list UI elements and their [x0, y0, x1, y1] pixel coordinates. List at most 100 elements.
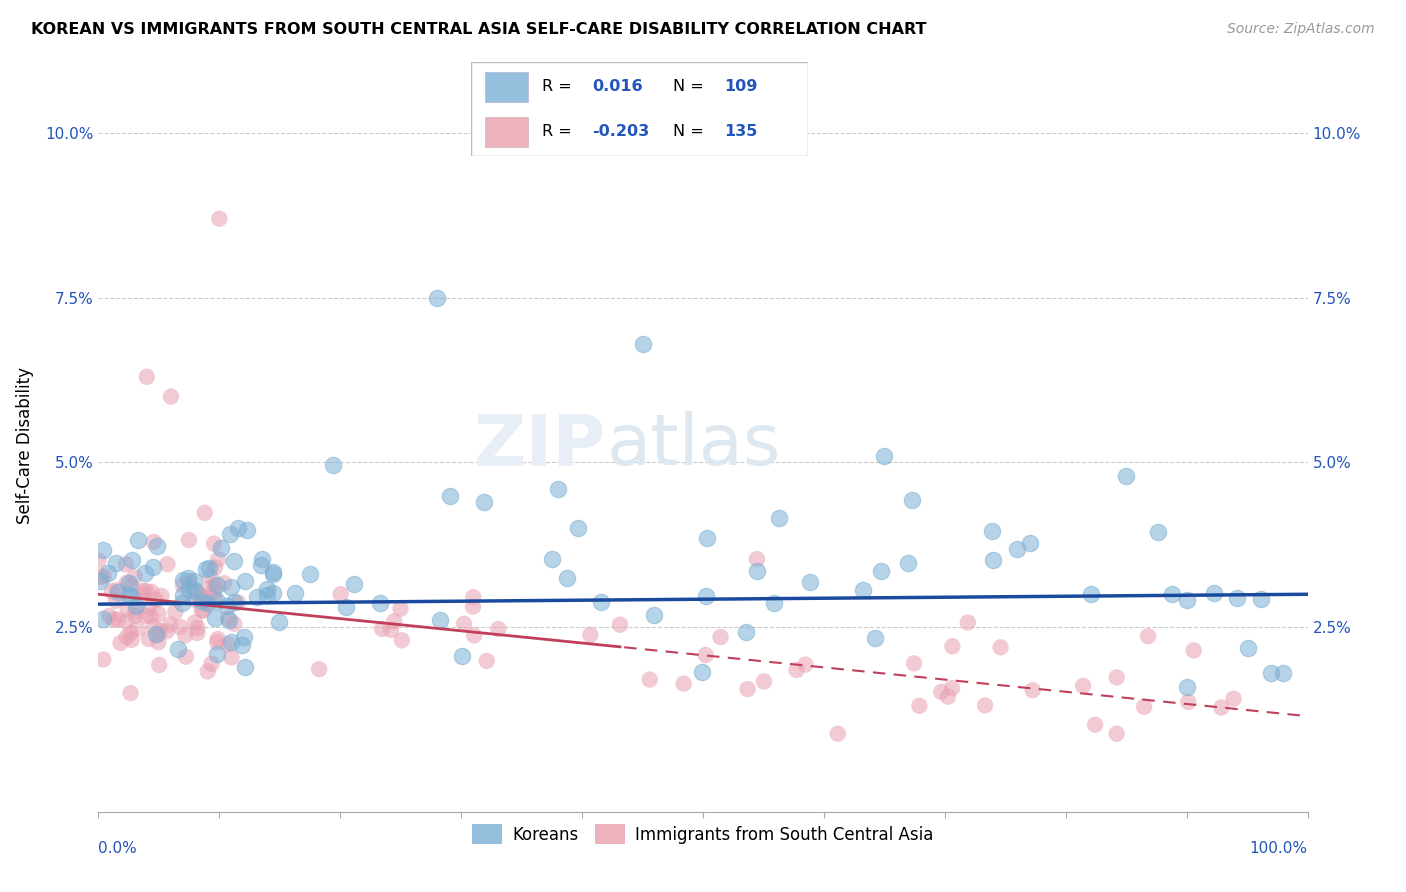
- Point: [852, 583, 875, 598]
- Point: [120, 686, 142, 700]
- Point: [579, 628, 602, 642]
- Point: [194, 506, 217, 520]
- Point: [1115, 468, 1137, 483]
- Point: [97, 566, 120, 580]
- Point: [148, 658, 170, 673]
- Point: [389, 601, 412, 615]
- Point: [252, 552, 274, 566]
- Point: [202, 584, 225, 599]
- Point: [190, 594, 212, 608]
- Text: R =: R =: [541, 124, 576, 139]
- Point: [463, 628, 485, 642]
- Point: [371, 622, 394, 636]
- Point: [786, 663, 808, 677]
- Y-axis label: Self-Care Disability: Self-Care Disability: [15, 368, 34, 524]
- Point: [101, 584, 124, 599]
- Point: [224, 595, 246, 609]
- Point: [1222, 691, 1244, 706]
- Point: [956, 615, 979, 630]
- Point: [160, 390, 183, 404]
- Point: [695, 648, 717, 662]
- Point: [198, 581, 221, 595]
- Point: [1211, 700, 1233, 714]
- Point: [104, 556, 127, 570]
- Text: atlas: atlas: [606, 411, 780, 481]
- Point: [695, 589, 717, 603]
- Point: [219, 635, 242, 649]
- Point: [124, 599, 146, 614]
- Point: [752, 674, 775, 689]
- Text: 0.016: 0.016: [592, 79, 643, 95]
- Point: [104, 594, 127, 608]
- Point: [262, 565, 284, 579]
- Point: [555, 571, 578, 585]
- Point: [451, 648, 474, 663]
- Point: [87, 554, 110, 568]
- Point: [132, 583, 155, 598]
- Point: [870, 564, 893, 578]
- Point: [127, 622, 149, 636]
- Point: [335, 599, 357, 614]
- Point: [191, 604, 214, 618]
- Text: 100.0%: 100.0%: [1250, 841, 1308, 856]
- Point: [149, 624, 172, 638]
- Point: [990, 640, 1012, 655]
- Point: [233, 660, 256, 674]
- Point: [672, 676, 695, 690]
- Point: [1133, 699, 1156, 714]
- Point: [217, 611, 239, 625]
- Point: [190, 589, 212, 603]
- Point: [865, 631, 887, 645]
- Point: [256, 582, 278, 597]
- Point: [159, 617, 181, 632]
- Point: [120, 625, 142, 640]
- Point: [167, 641, 190, 656]
- Point: [799, 574, 821, 589]
- Point: [93, 652, 115, 666]
- Point: [692, 665, 714, 680]
- Point: [91, 612, 114, 626]
- Point: [142, 535, 165, 549]
- Point: [1177, 695, 1199, 709]
- Point: [1147, 524, 1170, 539]
- Point: [124, 608, 146, 623]
- Point: [873, 449, 896, 463]
- Point: [138, 600, 160, 615]
- Point: [135, 584, 157, 599]
- Point: [540, 552, 562, 566]
- Point: [209, 541, 232, 556]
- Point: [983, 553, 1005, 567]
- Point: [141, 585, 163, 599]
- Point: [235, 574, 257, 589]
- Point: [145, 593, 167, 607]
- Legend: Koreans, Immigrants from South Central Asia: Koreans, Immigrants from South Central A…: [465, 817, 941, 851]
- Point: [643, 607, 665, 622]
- Point: [762, 596, 785, 610]
- Point: [768, 511, 790, 525]
- Point: [737, 682, 759, 697]
- Point: [547, 482, 569, 496]
- Point: [463, 591, 485, 605]
- Point: [472, 494, 495, 508]
- Point: [170, 596, 193, 610]
- FancyBboxPatch shape: [485, 117, 529, 147]
- Point: [172, 588, 194, 602]
- Point: [429, 613, 451, 627]
- Point: [226, 595, 249, 609]
- Point: [212, 576, 235, 591]
- Point: [148, 628, 170, 642]
- Point: [169, 620, 191, 634]
- Point: [205, 647, 228, 661]
- Point: [696, 531, 718, 545]
- Point: [205, 594, 228, 608]
- Point: [231, 639, 253, 653]
- Text: N =: N =: [673, 124, 710, 139]
- Text: KOREAN VS IMMIGRANTS FROM SOUTH CENTRAL ASIA SELF-CARE DISABILITY CORRELATION CH: KOREAN VS IMMIGRANTS FROM SOUTH CENTRAL …: [31, 22, 927, 37]
- Point: [256, 589, 278, 603]
- Point: [1021, 683, 1043, 698]
- Point: [207, 578, 229, 592]
- Point: [142, 620, 165, 634]
- Point: [115, 575, 138, 590]
- Point: [184, 582, 207, 597]
- Point: [110, 636, 132, 650]
